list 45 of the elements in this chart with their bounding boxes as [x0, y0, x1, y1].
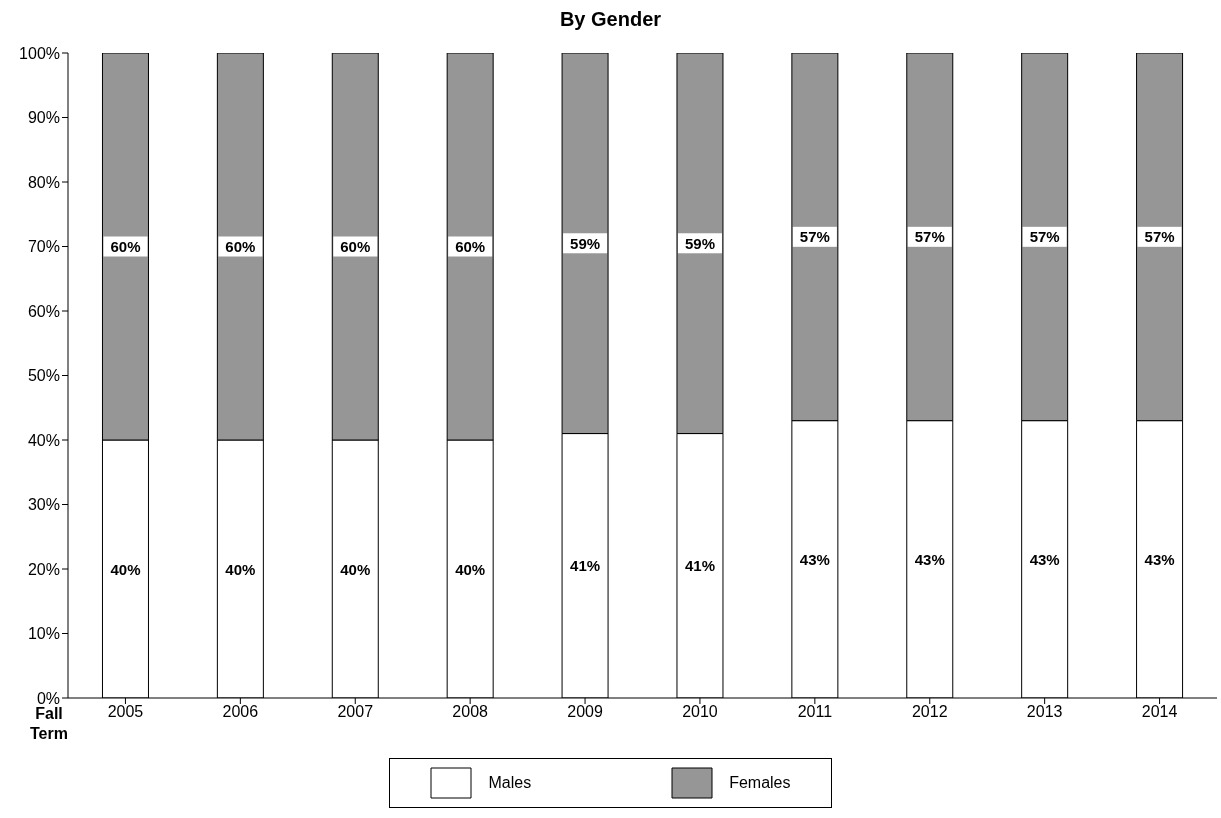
data-label: 43% — [914, 550, 945, 568]
data-label: 60% — [340, 238, 371, 255]
x-tick-label: 2012 — [911, 703, 948, 721]
y-tick-label: 70% — [27, 238, 60, 256]
y-tick-label: 100% — [19, 44, 60, 62]
x-axis-title: Fall Term — [29, 704, 69, 744]
x-tick-label: 2006 — [222, 703, 259, 721]
data-label: 57% — [1029, 228, 1060, 246]
x-tick-label: 2008 — [452, 703, 489, 721]
x-tick-label: 2014 — [1141, 703, 1178, 721]
data-label: 41% — [570, 557, 601, 575]
y-tick-label: 90% — [27, 109, 60, 127]
data-label: 40% — [110, 560, 141, 578]
data-label: 59% — [570, 234, 601, 252]
legend-label: Females — [729, 774, 791, 792]
y-tick-label: 30% — [27, 496, 60, 514]
data-label: 60% — [225, 238, 256, 255]
y-tick-label: 50% — [27, 367, 60, 385]
y-tick-label: 0% — [36, 689, 60, 707]
legend-label: Males — [488, 774, 532, 792]
x-tick-label: 2005 — [107, 703, 144, 721]
data-label: 40% — [340, 560, 371, 578]
data-label: 43% — [1029, 550, 1060, 568]
data-label: 40% — [225, 560, 256, 578]
y-tick-label: 80% — [27, 173, 60, 191]
data-label: 57% — [799, 228, 830, 246]
data-label: 43% — [799, 550, 830, 568]
x-tick-label: 2013 — [1026, 703, 1063, 721]
chart-title: By Gender — [558, 8, 663, 31]
y-tick-label: 20% — [27, 560, 60, 578]
data-label: 59% — [684, 234, 715, 252]
x-tick-label: 2009 — [567, 703, 603, 721]
data-label: 57% — [914, 228, 945, 246]
data-label: 60% — [455, 238, 486, 255]
x-tick-label: 2011 — [797, 703, 833, 721]
y-tick-label: 40% — [27, 431, 60, 449]
data-label: 43% — [1144, 550, 1175, 568]
data-label: 41% — [684, 557, 715, 575]
x-tick-label: 2007 — [337, 703, 374, 721]
data-label: 57% — [1144, 228, 1175, 246]
data-label: 60% — [110, 238, 141, 255]
y-tick-label: 60% — [27, 302, 60, 320]
x-tick-label: 2010 — [682, 703, 718, 721]
y-tick-label: 10% — [27, 625, 60, 643]
data-label: 40% — [455, 560, 486, 578]
